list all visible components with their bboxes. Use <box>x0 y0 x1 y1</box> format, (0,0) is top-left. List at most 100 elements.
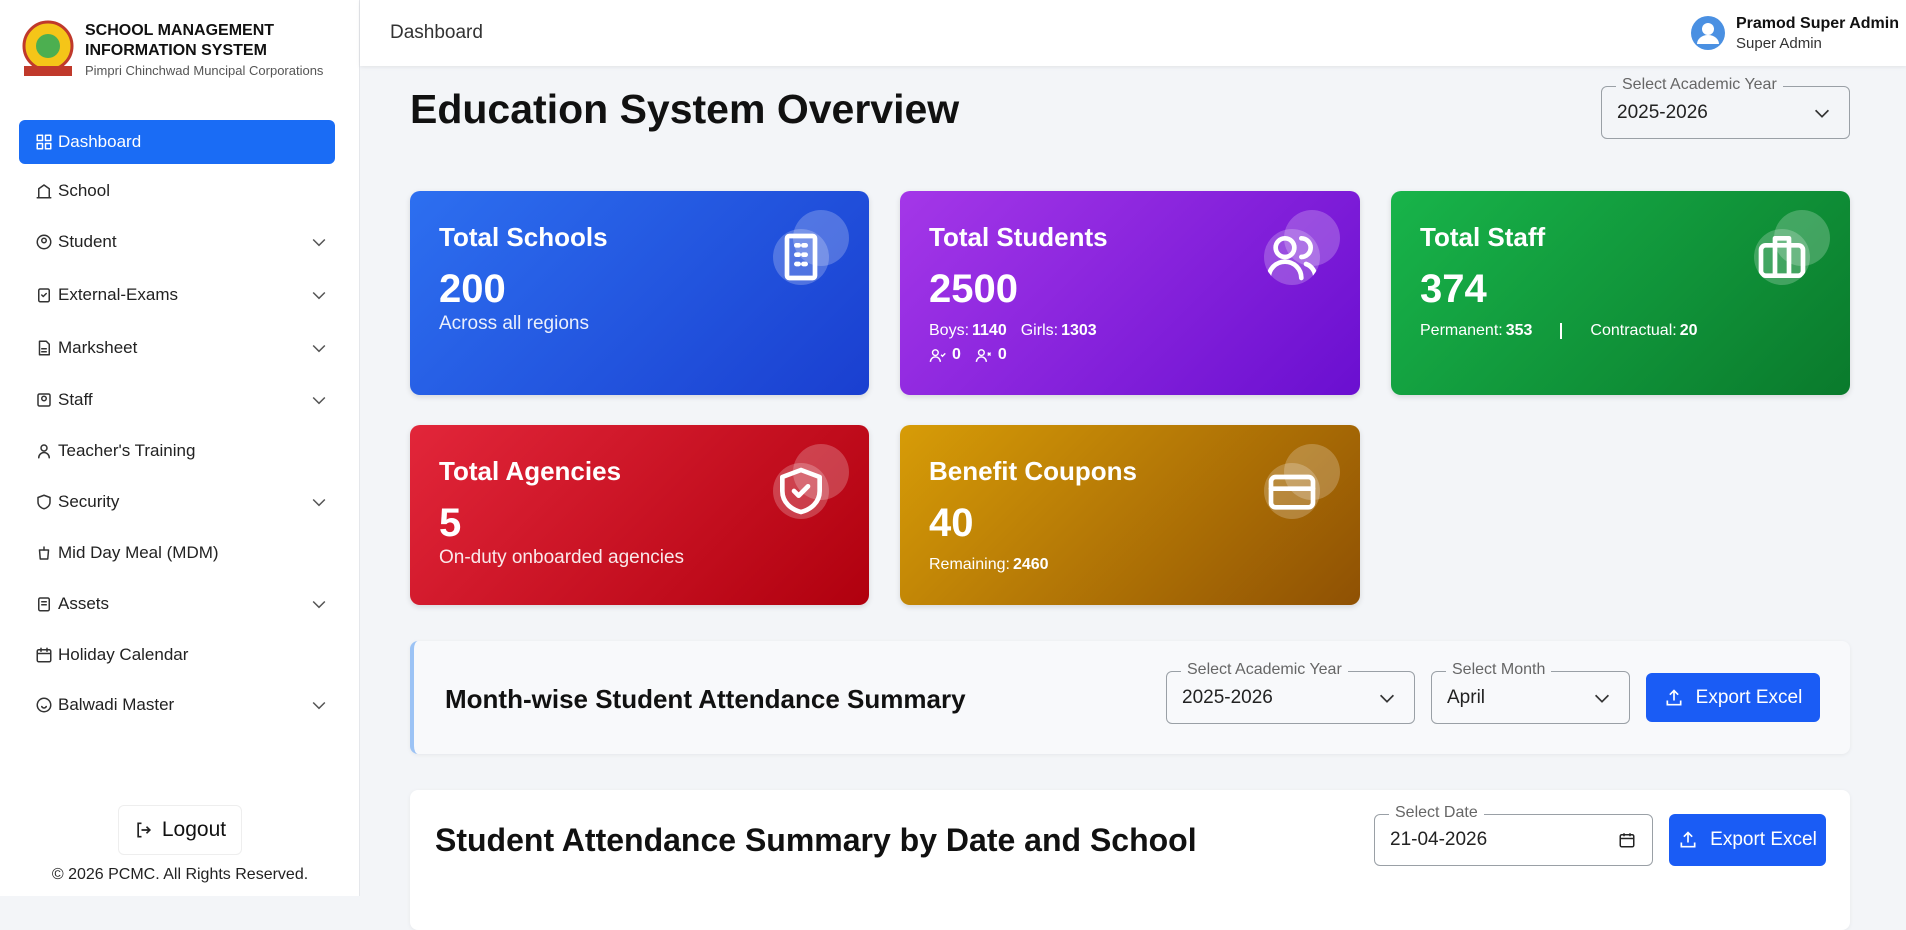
icon <box>38 288 50 303</box>
academic-year-select[interactable]: Select Academic Year 2025-2026 <box>1601 76 1850 139</box>
nav-label: Security <box>58 492 120 511</box>
panel-title: Month-wise Student Attendance Summary <box>445 684 966 714</box>
chevron <box>1379 694 1395 703</box>
stat-card: Benefit Coupons 40 Remaining: 2460 <box>900 425 1360 605</box>
card-stats: Boys: 1140 Girls: 1303 <box>929 322 1097 340</box>
nav-item[interactable]: External-Exams <box>19 273 335 317</box>
chevron <box>312 396 326 405</box>
stat-card: Total Staff 374 Permanent: 353 Contractual: 2… <box>1391 191 1850 395</box>
nav-item[interactable]: Staff <box>19 378 335 422</box>
logout-button[interactable]: Logout <box>118 805 242 855</box>
stat-label: Girls: <box>1020 322 1059 339</box>
nav-item[interactable]: Marksheet <box>19 326 335 370</box>
panel-title: Student Attendance Summary by Date and S… <box>435 822 1197 858</box>
nav-item[interactable]: Holiday Calendar <box>19 633 335 677</box>
logo <box>22 20 74 76</box>
nav-item[interactable]: Dashboard <box>19 120 335 164</box>
stat: Boys: 1140 <box>929 322 1007 340</box>
nav-label: Mid Day Meal (MDM) <box>58 543 219 562</box>
icon <box>773 463 829 519</box>
page-title: Education System Overview <box>410 86 960 132</box>
icon <box>37 393 51 407</box>
select-value: 2025-2026 <box>1182 686 1273 708</box>
stat-card: Total Schools 200 Across all regions <box>410 191 869 395</box>
divider <box>1560 323 1563 339</box>
card-value: 2500 <box>929 267 1018 311</box>
stat-label: Boys: <box>929 322 970 339</box>
count-value: 0 <box>997 346 1007 363</box>
stat-label: Contractual: <box>1590 322 1677 339</box>
icon <box>1264 229 1320 285</box>
card-icon <box>1264 210 1340 285</box>
select-value: April <box>1447 686 1486 708</box>
nav-label: School <box>58 181 110 200</box>
stat: Contractual: 20 <box>1590 322 1697 340</box>
card-icon <box>1264 444 1340 519</box>
nav-item[interactable]: School <box>19 169 335 213</box>
monthly-attendance-panel: Month-wise Student Attendance Summary Se… <box>410 641 1850 754</box>
icon <box>37 494 51 510</box>
icon <box>36 647 52 663</box>
icon <box>36 234 52 250</box>
breadcrumb: Dashboard <box>390 22 483 43</box>
nav-item[interactable]: Assets <box>19 582 335 626</box>
nav-item[interactable]: Mid Day Meal (MDM) <box>19 531 335 575</box>
nav-label: Marksheet <box>58 338 138 357</box>
nav-label: Assets <box>58 594 110 613</box>
user-role: Super Admin <box>1736 35 1822 52</box>
card-stats: Permanent: 353 Contractual: 20 <box>1420 322 1697 340</box>
date-select[interactable]: Select Date 21-04-2026 <box>1374 804 1653 866</box>
stat-value: 1140 <box>972 322 1007 339</box>
nav-item[interactable]: Security <box>19 480 335 524</box>
footer: © 2026 PCMC. All Rights Reserved. <box>51 866 309 883</box>
brand-subtitle: Pimpri Chinchwad Muncipal Corporations <box>85 63 324 78</box>
icon <box>38 340 50 356</box>
select-value: 21-04-2026 <box>1390 829 1488 850</box>
card-title: Total Agencies <box>439 456 622 486</box>
select-label: Select Academic Year <box>1616 76 1783 94</box>
month-select[interactable]: Select Month April <box>1431 661 1630 724</box>
select-label: Select Academic Year <box>1181 661 1348 679</box>
icon-count: 0 <box>929 346 961 364</box>
chevron <box>312 498 326 507</box>
stat-label: Remaining: <box>929 556 1010 573</box>
nav-item[interactable]: Teacher's Training <box>19 429 335 473</box>
button-label: Export Excel <box>1710 829 1817 850</box>
card-value: 374 <box>1420 267 1487 311</box>
academic-year-select[interactable]: Select Academic Year 2025-2026 <box>1166 661 1415 724</box>
card-title: Total Students <box>929 222 1108 252</box>
icon-count: 0 <box>975 346 1007 364</box>
icon <box>38 546 50 560</box>
stat-label: Permanent: <box>1420 322 1503 339</box>
nav-label: External-Exams <box>58 285 178 304</box>
chevron <box>312 600 326 609</box>
nav-item[interactable]: Student <box>19 220 335 264</box>
card-icon <box>1754 210 1830 285</box>
select-label: Select Month <box>1446 661 1552 679</box>
daily-attendance-panel: Student Attendance Summary by Date and S… <box>410 790 1850 930</box>
count-value: 0 <box>952 346 961 363</box>
export-button[interactable]: Export Excel <box>1646 673 1820 722</box>
nav-label: Balwadi Master <box>58 695 175 714</box>
calendar-icon <box>1619 833 1635 848</box>
nav-item[interactable]: Balwadi Master <box>19 683 335 727</box>
export-icon <box>1680 831 1696 848</box>
stat-value: 2460 <box>1012 556 1049 573</box>
select-label: Select Date <box>1389 804 1484 822</box>
icon <box>1264 463 1320 519</box>
brand-line1: SCHOOL MANAGEMENT <box>85 22 275 39</box>
stat-card: Total Students 2500 Boys: 1140 Girls: 1303 0 0 <box>900 191 1360 395</box>
export-button[interactable]: Export Excel <box>1669 814 1826 866</box>
card-icon <box>773 210 849 285</box>
stat-value: 20 <box>1679 322 1698 339</box>
chevron <box>312 344 326 353</box>
top-bar: Dashboard Pramod Super Admin Super Admin <box>360 0 1906 66</box>
chevron <box>312 238 326 247</box>
avatar <box>1691 16 1725 50</box>
stat: Permanent: 353 <box>1420 322 1532 340</box>
card-value: 40 <box>929 501 974 545</box>
card-value: 5 <box>439 501 462 545</box>
